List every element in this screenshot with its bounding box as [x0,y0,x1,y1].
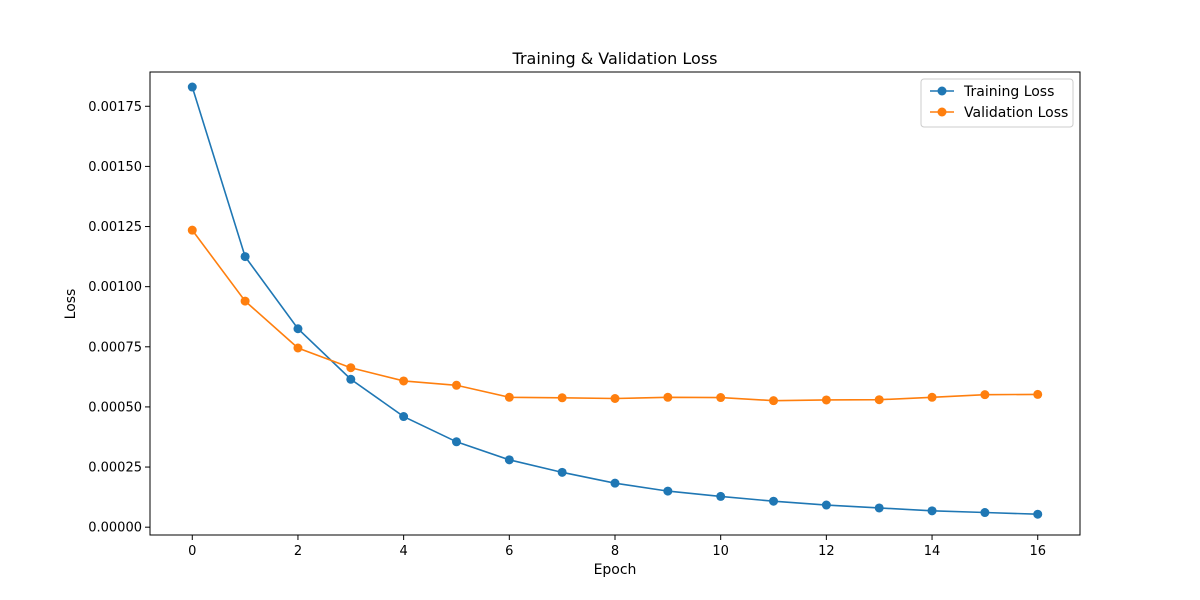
data-point-validation-loss [451,380,461,390]
series-training-loss [187,82,1043,519]
chart-title: Training & Validation Loss [512,49,718,68]
data-point-training-loss [399,412,409,422]
series-layer [187,82,1043,519]
legend: Training Loss Validation Loss [920,78,1074,128]
x-tick-label: 2 [294,544,302,559]
data-point-validation-loss [1033,389,1043,399]
data-point-training-loss [980,508,990,518]
x-tick-label: 10 [712,544,729,559]
y-tick-label: 0.00075 [88,340,142,355]
data-point-training-loss [187,82,197,92]
x-tick-label: 8 [611,544,619,559]
y-tick-label: 0.00175 [88,100,142,115]
y-tick-label: 0.00000 [88,521,142,536]
data-point-training-loss [240,252,250,262]
x-tick-label: 6 [505,544,513,559]
data-point-validation-loss [716,393,726,403]
x-axis-label: Epoch [594,562,637,578]
data-point-validation-loss [769,396,779,406]
data-point-validation-loss [240,296,250,306]
x-tick-label: 16 [1029,544,1046,559]
legend-entry: Training Loss [930,84,1054,100]
x-tick-label: 0 [188,544,196,559]
y-tick-label: 0.00100 [88,280,142,295]
data-point-training-loss [346,374,356,384]
y-tick-label: 0.00050 [88,400,142,415]
data-point-validation-loss [399,376,409,386]
data-point-training-loss [293,324,303,334]
data-point-training-loss [557,467,567,477]
data-point-validation-loss [610,394,620,404]
y-tick-label: 0.00150 [88,160,142,175]
x-tick-label: 14 [924,544,941,559]
plot-frame [149,71,1081,536]
legend-label: Training Loss [963,84,1054,100]
legend-label: Validation Loss [964,105,1068,121]
data-point-validation-loss [557,393,567,403]
data-point-validation-loss [346,363,356,373]
data-point-validation-loss [874,395,884,405]
data-point-training-loss [1033,509,1043,519]
data-point-training-loss [821,500,831,510]
x-tick-label: 4 [399,544,407,559]
legend-swatch-marker [937,86,947,96]
data-point-training-loss [927,506,937,516]
y-axis: 0.00000 0.00025 0.00050 0.00075 0.00100 0.001… [88,100,150,536]
plot-area [149,71,1081,536]
y-tick-label: 0.00125 [88,220,142,235]
data-point-validation-loss [821,395,831,405]
data-point-training-loss [769,496,779,506]
y-tick-label: 0.00025 [88,461,142,476]
data-point-training-loss [504,455,514,465]
data-point-training-loss [716,491,726,501]
y-axis-label: Loss [63,289,79,320]
data-point-training-loss [874,503,884,513]
data-point-validation-loss [980,390,990,400]
data-point-validation-loss [663,392,673,402]
legend-entry: Validation Loss [930,105,1068,121]
legend-swatch-marker [937,107,947,117]
x-axis: 0 2 4 6 8 10 12 14 16 [188,535,1046,559]
data-point-training-loss [610,478,620,488]
data-point-validation-loss [504,392,514,402]
data-point-training-loss [451,437,461,447]
legend-box [920,78,1074,128]
data-point-validation-loss [927,392,937,402]
x-tick-label: 12 [818,544,835,559]
data-point-training-loss [663,486,673,496]
series-validation-loss [187,225,1043,406]
data-point-validation-loss [187,225,197,235]
data-point-validation-loss [293,343,303,353]
